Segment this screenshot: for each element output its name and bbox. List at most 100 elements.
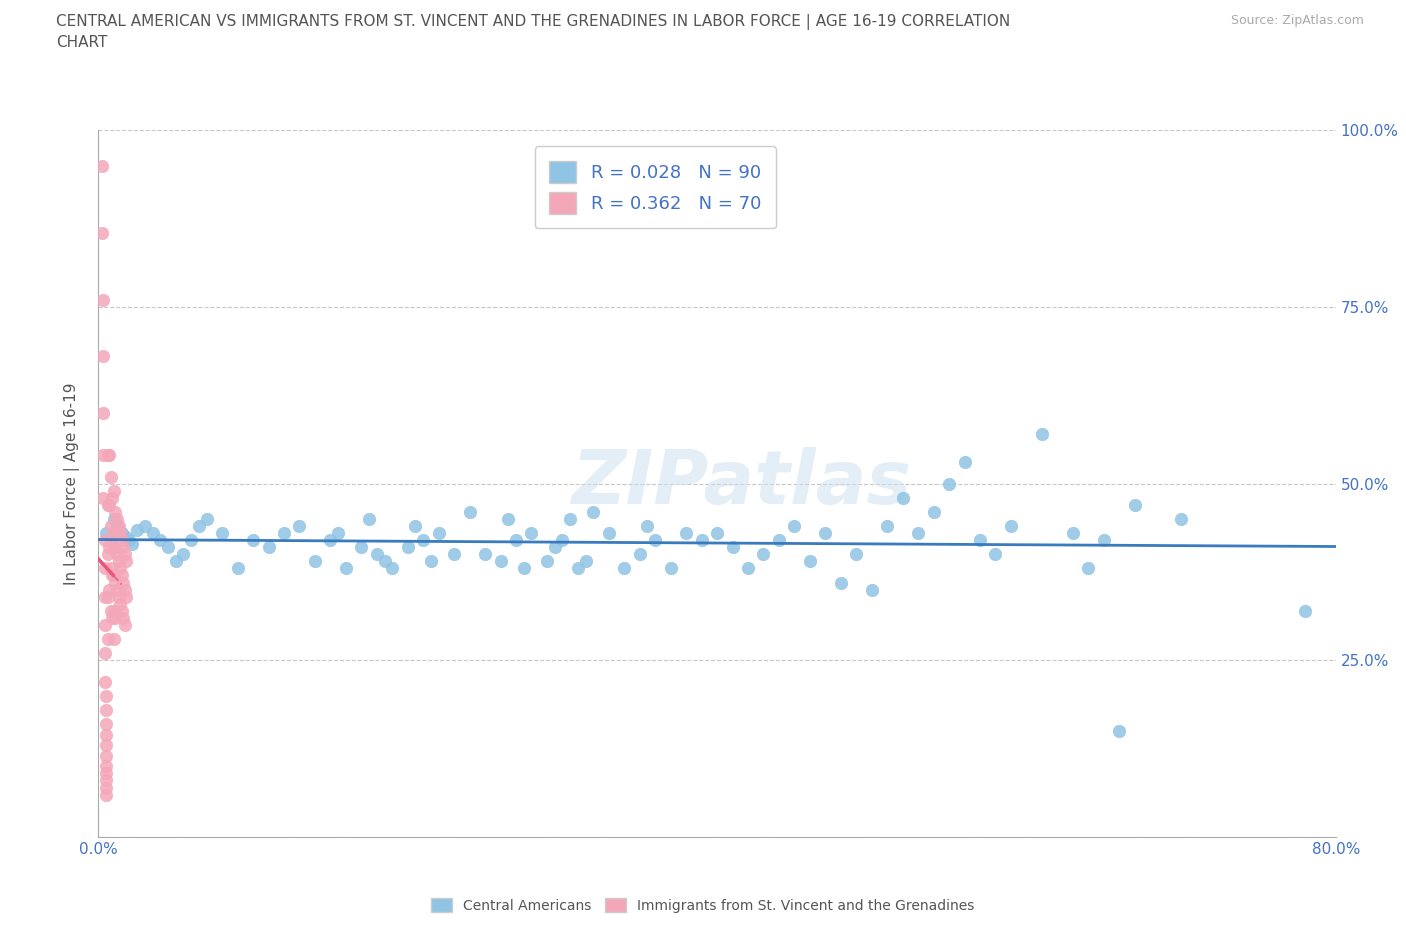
Point bbox=[505, 533, 527, 548]
Point bbox=[396, 539, 419, 554]
Point bbox=[111, 604, 134, 618]
Point bbox=[97, 448, 120, 463]
Point bbox=[115, 554, 138, 569]
Point bbox=[105, 547, 128, 562]
Point bbox=[644, 533, 666, 548]
Point bbox=[90, 225, 112, 240]
Point bbox=[1031, 427, 1053, 442]
Point bbox=[536, 554, 558, 569]
Point bbox=[112, 610, 135, 625]
Point bbox=[1077, 561, 1099, 576]
Point bbox=[105, 582, 128, 597]
Point bbox=[108, 596, 131, 611]
Point bbox=[799, 554, 821, 569]
Point bbox=[319, 533, 342, 548]
Point bbox=[93, 533, 115, 548]
Point bbox=[636, 519, 658, 534]
Y-axis label: In Labor Force | Age 16-19: In Labor Force | Age 16-19 bbox=[63, 382, 80, 585]
Point bbox=[111, 525, 134, 540]
Point bbox=[1062, 525, 1084, 540]
Point bbox=[103, 512, 125, 526]
Point bbox=[180, 533, 202, 548]
Text: CHART: CHART bbox=[56, 35, 108, 50]
Point bbox=[97, 590, 120, 604]
Point bbox=[103, 525, 125, 540]
Point bbox=[107, 519, 129, 534]
Point bbox=[195, 512, 218, 526]
Point bbox=[273, 525, 295, 540]
Point bbox=[96, 766, 118, 781]
Point bbox=[357, 512, 380, 526]
Point bbox=[498, 512, 520, 526]
Point bbox=[100, 561, 122, 576]
Point bbox=[350, 539, 373, 554]
Point bbox=[96, 716, 118, 731]
Point bbox=[173, 547, 195, 562]
Point bbox=[845, 547, 868, 562]
Point bbox=[96, 773, 118, 788]
Point bbox=[96, 727, 118, 742]
Point bbox=[474, 547, 496, 562]
Point bbox=[1170, 512, 1192, 526]
Point bbox=[211, 525, 233, 540]
Point bbox=[304, 554, 326, 569]
Point bbox=[288, 519, 311, 534]
Point bbox=[938, 476, 960, 491]
Point bbox=[366, 547, 388, 562]
Point bbox=[1108, 724, 1130, 738]
Point bbox=[93, 561, 115, 576]
Point bbox=[326, 525, 350, 540]
Point bbox=[412, 533, 434, 548]
Point bbox=[108, 525, 131, 540]
Point bbox=[105, 512, 128, 526]
Text: ZIPatlas: ZIPatlas bbox=[572, 447, 912, 520]
Point bbox=[374, 554, 396, 569]
Point bbox=[984, 547, 1007, 562]
Point bbox=[108, 561, 131, 576]
Point bbox=[90, 158, 112, 173]
Point bbox=[96, 787, 118, 802]
Point bbox=[242, 533, 264, 548]
Text: Source: ZipAtlas.com: Source: ZipAtlas.com bbox=[1230, 14, 1364, 27]
Point bbox=[907, 525, 929, 540]
Point bbox=[115, 529, 138, 544]
Point bbox=[114, 582, 136, 597]
Point bbox=[91, 292, 114, 307]
Point bbox=[520, 525, 543, 540]
Point bbox=[489, 554, 512, 569]
Point bbox=[104, 575, 127, 590]
Point bbox=[121, 537, 143, 551]
Point bbox=[575, 554, 598, 569]
Point bbox=[335, 561, 357, 576]
Point bbox=[118, 533, 141, 548]
Point bbox=[783, 519, 806, 534]
Point bbox=[104, 610, 127, 625]
Point bbox=[112, 539, 135, 554]
Point bbox=[93, 645, 115, 660]
Point bbox=[100, 469, 122, 484]
Point bbox=[613, 561, 636, 576]
Point bbox=[1123, 498, 1146, 512]
Point bbox=[675, 525, 697, 540]
Point bbox=[111, 568, 134, 583]
Point bbox=[427, 525, 450, 540]
Point bbox=[101, 568, 124, 583]
Point bbox=[103, 568, 125, 583]
Point bbox=[690, 533, 713, 548]
Point bbox=[157, 539, 180, 554]
Point bbox=[100, 533, 122, 548]
Point bbox=[101, 533, 124, 548]
Point bbox=[458, 504, 481, 519]
Point bbox=[543, 539, 565, 554]
Point bbox=[1092, 533, 1115, 548]
Point bbox=[768, 533, 790, 548]
Point bbox=[93, 618, 115, 632]
Point bbox=[891, 490, 914, 505]
Point bbox=[513, 561, 536, 576]
Point bbox=[93, 590, 115, 604]
Point bbox=[165, 554, 187, 569]
Point bbox=[582, 504, 605, 519]
Point bbox=[134, 519, 156, 534]
Point bbox=[628, 547, 651, 562]
Point bbox=[96, 780, 118, 795]
